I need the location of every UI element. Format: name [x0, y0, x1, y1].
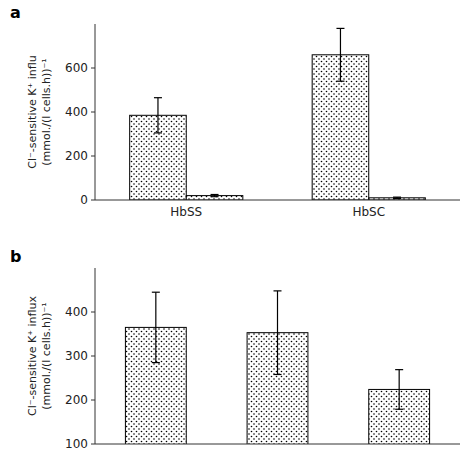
- y-tick-label: 200: [65, 149, 88, 163]
- y-tick: [91, 156, 95, 157]
- y-tick: [91, 356, 95, 357]
- error-cap: [211, 196, 219, 197]
- y-axis-label-line: (mmol./(l cells.h))⁻¹: [40, 302, 53, 409]
- panel-label: a: [10, 3, 21, 22]
- error-cap: [154, 97, 162, 98]
- y-tick: [91, 444, 95, 445]
- error-cap: [274, 374, 282, 375]
- marks: [125, 291, 429, 444]
- error-cap: [336, 81, 344, 82]
- error-cap: [152, 362, 160, 363]
- y-axis-label-line: Cl⁻-sensitive K⁺ influx: [26, 296, 39, 416]
- y-tick-label: 100: [65, 437, 88, 451]
- error-line: [155, 292, 156, 362]
- y-axis-label: Cl⁻-sensitive K⁺ influ(mmol./(l cells.h)…: [26, 55, 52, 168]
- x-tick-label: HbSC: [352, 205, 385, 219]
- error-cap: [393, 198, 401, 199]
- y-tick-label: 0: [80, 193, 88, 207]
- y-tick: [91, 312, 95, 313]
- y-tick-label: 400: [65, 105, 88, 119]
- panel-label: b: [10, 247, 21, 266]
- error-line: [277, 291, 278, 375]
- error-line: [157, 98, 158, 133]
- y-tick-label: 600: [65, 61, 88, 75]
- y-axis-label-line: (mmol./(l cells.h))⁻¹: [40, 58, 53, 165]
- error-bar: [152, 292, 160, 362]
- error-bar: [211, 195, 219, 197]
- error-bar: [336, 28, 344, 81]
- bar: [186, 196, 243, 200]
- y-tick: [91, 400, 95, 401]
- error-cap: [393, 197, 401, 198]
- y-tick-label: 200: [65, 393, 88, 407]
- marks: [130, 28, 426, 200]
- error-cap: [274, 290, 282, 291]
- y-axis-label: Cl⁻-sensitive K⁺ influx(mmol./(l cells.h…: [26, 296, 52, 416]
- error-bar: [395, 370, 403, 410]
- error-bar: [274, 291, 282, 375]
- y-tick: [91, 112, 95, 113]
- y-tick: [91, 200, 95, 201]
- error-bar: [154, 98, 162, 133]
- error-bar: [393, 197, 401, 198]
- y-axis-label-line: Cl⁻-sensitive K⁺ influ: [26, 55, 39, 168]
- y-tick-label: 300: [65, 349, 88, 363]
- error-line: [399, 370, 400, 410]
- error-cap: [152, 292, 160, 293]
- x-axis-line: [95, 444, 460, 445]
- error-cap: [154, 132, 162, 133]
- error-cap: [336, 28, 344, 29]
- chart-svg: 0 200 400 600 HbSS HbSC Cl⁻-sensitive K⁺ influ…: [0, 0, 474, 474]
- y-tick: [91, 68, 95, 69]
- error-line: [340, 28, 341, 81]
- panel: 0 200 400 600 HbSS HbSC Cl⁻-sensitive K⁺ influ…: [10, 3, 460, 219]
- x-axis-line: [95, 200, 460, 201]
- error-cap: [395, 369, 403, 370]
- error-cap: [395, 409, 403, 410]
- error-cap: [211, 194, 219, 195]
- y-tick-label: 400: [65, 305, 88, 319]
- x-tick-label: HbSS: [170, 205, 202, 219]
- panel: 100 200 300 400 Cl⁻-sensitive K⁺ influx(mmol…: [10, 247, 460, 474]
